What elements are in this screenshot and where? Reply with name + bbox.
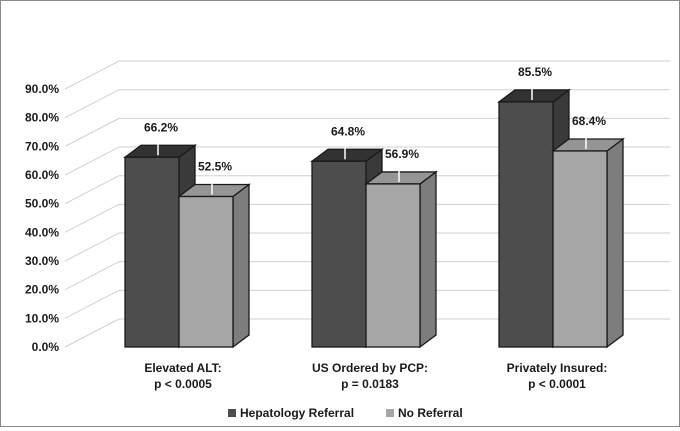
x-category-label: Elevated ALT: bbox=[144, 361, 221, 375]
gridline-diagonal bbox=[65, 204, 119, 232]
data-label: 56.9% bbox=[385, 147, 419, 161]
gridline-diagonal bbox=[65, 262, 119, 290]
gridline-diagonal bbox=[65, 61, 119, 89]
legend-swatch bbox=[386, 409, 394, 417]
bar-layer bbox=[125, 90, 623, 347]
legend: Hepatology Referral No Referral bbox=[228, 406, 463, 420]
y-tick-label: 60.0% bbox=[25, 168, 59, 182]
gridline-diagonal bbox=[65, 233, 119, 261]
y-tick-label: 30.0% bbox=[25, 254, 59, 268]
bar-front bbox=[179, 197, 233, 347]
gridline-diagonal bbox=[65, 290, 119, 318]
data-label: 66.2% bbox=[144, 120, 178, 134]
y-tick-label: 80.0% bbox=[25, 111, 59, 125]
y-tick-label: 50.0% bbox=[25, 197, 59, 211]
data-label: 52.5% bbox=[198, 160, 232, 174]
bar-side bbox=[420, 172, 436, 347]
bar-side bbox=[607, 139, 623, 347]
gridline-diagonal bbox=[65, 147, 119, 175]
gridline-diagonal bbox=[65, 176, 119, 204]
x-category-label: US Ordered by PCP: bbox=[312, 361, 428, 375]
y-tick-label: 0.0% bbox=[32, 340, 60, 354]
x-category-label: Privately Insured: bbox=[507, 361, 608, 375]
x-category-pvalue: p < 0.0001 bbox=[528, 377, 586, 391]
gridline-diagonal bbox=[65, 319, 119, 347]
y-tick-label: 10.0% bbox=[25, 311, 59, 325]
bar-no-referral bbox=[553, 139, 623, 347]
bar-no-referral bbox=[366, 172, 436, 347]
legend-label: No Referral bbox=[398, 406, 463, 420]
gridline-diagonal bbox=[65, 118, 119, 146]
bar-no-referral bbox=[179, 185, 249, 347]
legend-swatch bbox=[228, 409, 236, 417]
bar-front bbox=[553, 151, 607, 347]
data-label: 85.5% bbox=[518, 65, 552, 79]
bar-front bbox=[312, 161, 366, 347]
bar-side bbox=[233, 185, 249, 347]
y-tick-label: 70.0% bbox=[25, 139, 59, 153]
bar-front bbox=[366, 184, 420, 347]
x-category-pvalue: p = 0.0183 bbox=[341, 377, 399, 391]
data-label: 64.8% bbox=[331, 124, 365, 138]
y-tick-label: 40.0% bbox=[25, 225, 59, 239]
x-category-pvalue: p < 0.0005 bbox=[154, 377, 212, 391]
y-axis-ticks: 0.0% 10.0% 20.0% 30.0% 40.0% 50.0% 60.0% 70.0% 8… bbox=[25, 82, 59, 354]
bar-front bbox=[125, 157, 179, 347]
x-axis-categories: Elevated ALT: p < 0.0005 US Ordered by PCP… bbox=[144, 361, 607, 391]
y-tick-label: 90.0% bbox=[25, 82, 59, 96]
bar-front bbox=[499, 102, 553, 347]
data-label: 68.4% bbox=[572, 114, 606, 128]
y-tick-label: 20.0% bbox=[25, 283, 59, 297]
legend-label: Hepatology Referral bbox=[240, 406, 354, 420]
gridline-diagonal bbox=[65, 90, 119, 118]
